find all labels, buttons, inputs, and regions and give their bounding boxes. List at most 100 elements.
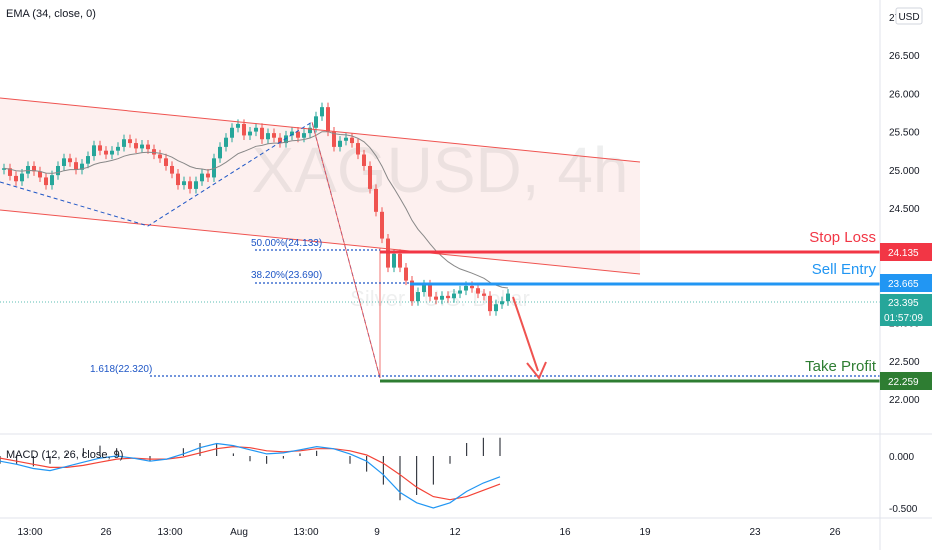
candle-body[interactable] bbox=[266, 133, 270, 140]
candle-body[interactable] bbox=[164, 158, 168, 166]
candle-body[interactable] bbox=[182, 181, 186, 186]
candle-body[interactable] bbox=[206, 173, 210, 178]
candle-body[interactable] bbox=[236, 123, 240, 128]
candle-body[interactable] bbox=[314, 116, 318, 128]
candle-body[interactable] bbox=[92, 145, 96, 157]
projection-arrow-head bbox=[526, 361, 547, 380]
candle-body[interactable] bbox=[254, 127, 258, 132]
candle-body[interactable] bbox=[482, 293, 486, 296]
candle-body[interactable] bbox=[80, 163, 84, 170]
candle-body[interactable] bbox=[428, 284, 432, 297]
channel-lower-line[interactable] bbox=[0, 209, 641, 275]
candle-body[interactable] bbox=[338, 140, 342, 147]
candle-body[interactable] bbox=[134, 143, 138, 149]
candle-body[interactable] bbox=[416, 292, 420, 302]
candle-body[interactable] bbox=[488, 295, 492, 312]
candle-body[interactable] bbox=[32, 165, 36, 172]
fib-50-label: 50.00%(24.133) bbox=[251, 238, 322, 249]
candle-body[interactable] bbox=[200, 173, 204, 182]
candle-body[interactable] bbox=[68, 158, 72, 163]
candle-body[interactable] bbox=[272, 133, 276, 138]
candle-countdown: 01:57:09 bbox=[884, 313, 923, 324]
candle-body[interactable] bbox=[458, 290, 462, 294]
candle-body[interactable] bbox=[224, 137, 228, 147]
candle-body[interactable] bbox=[446, 295, 450, 299]
time-axis[interactable]: 13:00 26 13:00 Aug 13:00 9 12 16 19 23 26 bbox=[17, 527, 841, 538]
candle-body[interactable] bbox=[362, 154, 366, 166]
candle-body[interactable] bbox=[464, 285, 468, 291]
candle-body[interactable] bbox=[128, 139, 132, 144]
candle-body[interactable] bbox=[74, 162, 78, 170]
candle-body[interactable] bbox=[44, 177, 48, 186]
candle-body[interactable] bbox=[140, 144, 144, 149]
macd-legend[interactable]: MACD (12, 26, close, 9) bbox=[6, 449, 123, 461]
candle-body[interactable] bbox=[188, 181, 192, 189]
candle-body[interactable] bbox=[2, 168, 6, 170]
candle-body[interactable] bbox=[344, 137, 348, 141]
candle-body[interactable] bbox=[212, 158, 216, 178]
candle-body[interactable] bbox=[218, 146, 222, 159]
time-tick-label: Aug bbox=[230, 527, 248, 538]
candle-body[interactable] bbox=[56, 165, 60, 176]
candle-body[interactable] bbox=[104, 150, 108, 155]
candle-body[interactable] bbox=[434, 296, 438, 300]
candle-body[interactable] bbox=[158, 154, 162, 159]
candle-body[interactable] bbox=[290, 131, 294, 136]
candle-body[interactable] bbox=[194, 181, 198, 189]
candle-body[interactable] bbox=[506, 293, 510, 302]
candle-body[interactable] bbox=[350, 137, 354, 144]
candle-body[interactable] bbox=[62, 158, 66, 166]
candle-body[interactable] bbox=[122, 139, 126, 147]
candle-body[interactable] bbox=[308, 127, 312, 134]
fib-382-label: 38.20%(23.690) bbox=[251, 270, 322, 281]
candle-body[interactable] bbox=[248, 131, 252, 136]
zigzag-pattern[interactable] bbox=[0, 121, 381, 379]
candle-body[interactable] bbox=[278, 137, 282, 144]
candle-body[interactable] bbox=[8, 168, 12, 176]
candle-body[interactable] bbox=[494, 304, 498, 312]
candle-body[interactable] bbox=[176, 173, 180, 186]
candle-body[interactable] bbox=[14, 175, 18, 182]
candle-body[interactable] bbox=[422, 284, 426, 293]
candle-body[interactable] bbox=[86, 156, 90, 164]
candle-body[interactable] bbox=[404, 267, 408, 281]
candle-body[interactable] bbox=[302, 133, 306, 138]
candle-body[interactable] bbox=[470, 285, 474, 289]
candle-body[interactable] bbox=[110, 150, 114, 155]
candle-body[interactable] bbox=[398, 253, 402, 268]
candle-body[interactable] bbox=[476, 288, 480, 294]
candle-body[interactable] bbox=[38, 171, 42, 178]
candle-body[interactable] bbox=[116, 146, 120, 151]
candle-body[interactable] bbox=[368, 165, 372, 189]
candle-body[interactable] bbox=[320, 107, 324, 117]
candle-body[interactable] bbox=[230, 127, 234, 138]
macd-axis[interactable]: 0.000 -0.500 bbox=[889, 452, 918, 515]
candle-body[interactable] bbox=[146, 144, 150, 150]
candle-body[interactable] bbox=[380, 211, 384, 239]
candle-body[interactable] bbox=[26, 165, 30, 174]
candle-body[interactable] bbox=[332, 131, 336, 147]
candle-body[interactable] bbox=[260, 127, 264, 140]
channel-upper-line[interactable] bbox=[0, 97, 641, 163]
projection-arrow-line[interactable] bbox=[512, 296, 539, 372]
candle-body[interactable] bbox=[392, 253, 396, 268]
candle-body[interactable] bbox=[284, 135, 288, 144]
candle-body[interactable] bbox=[410, 280, 414, 302]
ema-legend[interactable]: EMA (34, close, 0) bbox=[6, 8, 96, 20]
candle-body[interactable] bbox=[356, 143, 360, 155]
candle-body[interactable] bbox=[20, 173, 24, 182]
currency-button[interactable] bbox=[895, 7, 923, 25]
candle-body[interactable] bbox=[500, 301, 504, 305]
time-tick-label: 26 bbox=[829, 527, 841, 538]
candle-body[interactable] bbox=[296, 131, 300, 138]
candle-body[interactable] bbox=[98, 145, 102, 151]
candle-body[interactable] bbox=[452, 293, 456, 299]
candle-body[interactable] bbox=[170, 165, 174, 174]
candle-body[interactable] bbox=[374, 188, 378, 212]
candle-body[interactable] bbox=[242, 123, 246, 136]
candle-body[interactable] bbox=[152, 149, 156, 155]
candle-body[interactable] bbox=[326, 107, 330, 132]
candle-body[interactable] bbox=[440, 295, 444, 300]
candle-body[interactable] bbox=[50, 175, 54, 186]
